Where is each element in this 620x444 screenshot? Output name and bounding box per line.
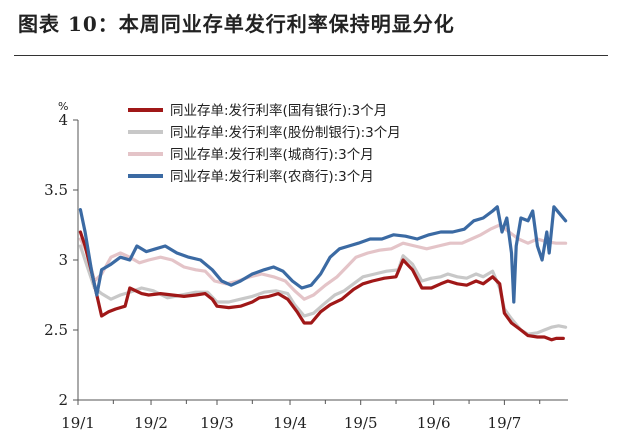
x-tick-label: 19/2 <box>134 414 168 432</box>
x-tick-label: 19/6 <box>417 414 451 432</box>
y-unit-label: % <box>58 100 68 113</box>
title-divider <box>14 55 608 56</box>
series-line-3 <box>78 205 568 304</box>
y-tick-label: 3.5 <box>44 181 68 199</box>
x-tick-label: 19/3 <box>200 414 234 432</box>
x-tick-label: 19/4 <box>273 414 307 432</box>
chart-title: 图表 10：本周同业存单发行利率保持明显分化 <box>18 12 455 36</box>
y-tick-label: 2 <box>58 391 68 409</box>
series-line-0 <box>78 230 565 342</box>
y-tick-label: 3 <box>58 251 68 269</box>
x-tick-label: 19/7 <box>488 414 522 432</box>
x-tick-label: 19/1 <box>61 414 95 432</box>
legend-label: 同业存单:发行利率(股份制银行):3个月 <box>170 124 401 141</box>
y-tick-label: 2.5 <box>44 321 68 339</box>
legend-label: 同业存单:发行利率(农商行):3个月 <box>170 168 374 185</box>
series-line-2 <box>78 223 568 301</box>
legend-label: 同业存单:发行利率(城商行):3个月 <box>170 146 374 163</box>
y-tick-label: 4 <box>58 111 68 129</box>
x-tick-label: 19/5 <box>344 414 378 432</box>
legend-label: 同业存单:发行利率(国有银行):3个月 <box>170 102 387 119</box>
